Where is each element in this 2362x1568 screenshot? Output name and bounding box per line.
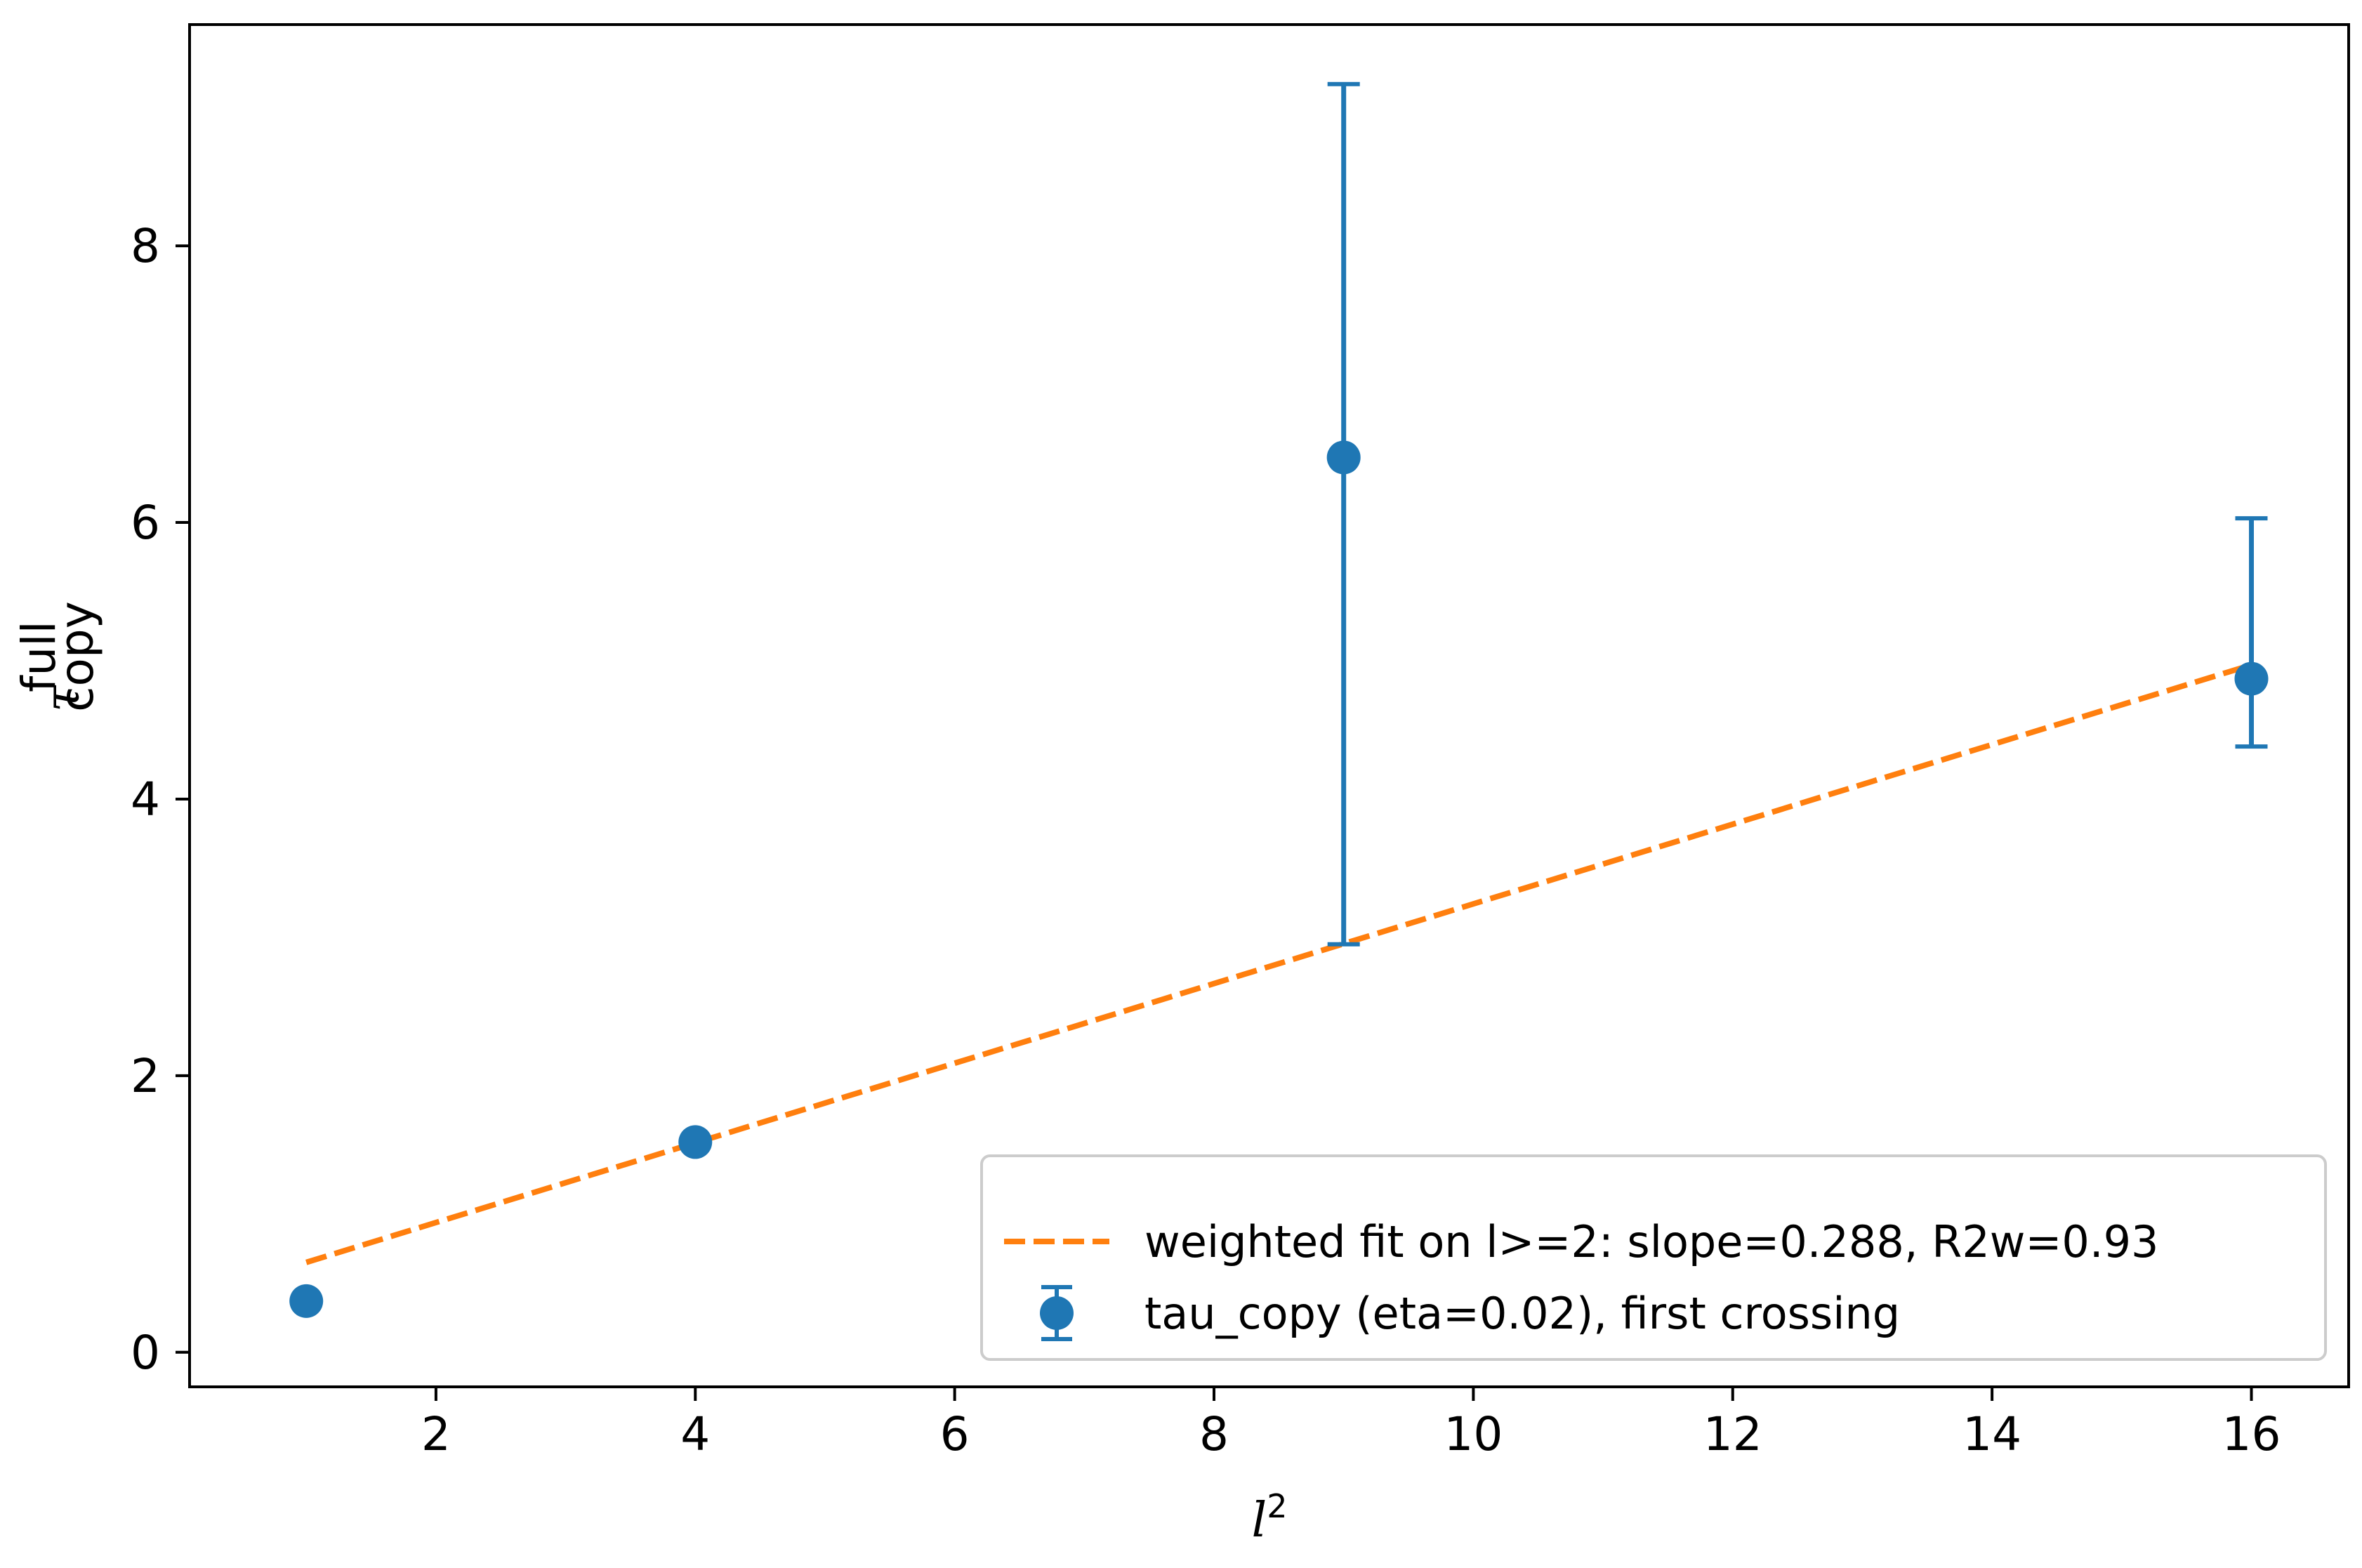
- x-axis-label-base: l: [1251, 1493, 1267, 1548]
- fit-line-layer: [305, 662, 2252, 1265]
- y-tick-label-0: 0: [131, 1326, 160, 1380]
- marker-2: [1326, 440, 1361, 475]
- x-tick-label-16: 16: [2222, 1407, 2281, 1461]
- svg-text:τ: τ: [35, 685, 91, 712]
- x-tick-label-6: 6: [940, 1407, 970, 1461]
- x-axis-label-sup: 2: [1267, 1487, 1287, 1525]
- y-tick-label-8: 8: [131, 219, 160, 273]
- y-tick-label-4: 4: [131, 772, 160, 826]
- legend-box: [980, 1154, 2327, 1361]
- axes: 2 4 6 8 10 12 14 16 0 2 4 6 8: [131, 23, 2350, 1461]
- marker-1: [678, 1125, 713, 1159]
- legend: weighted fit on l>=2: slope=0.288, R2w=0…: [980, 1154, 2327, 1361]
- legend-points-swatch: [1040, 1285, 1074, 1341]
- x-axis-label: l2: [1251, 1487, 1287, 1548]
- data-point-1: [678, 1125, 713, 1159]
- plot-frame: [188, 23, 2350, 1388]
- data-point-2: [1326, 81, 1361, 947]
- fit-line: [305, 662, 2252, 1265]
- x-tick-label-4: 4: [680, 1407, 710, 1461]
- x-tick-label-2: 2: [421, 1407, 451, 1461]
- y-tick-label-6: 6: [131, 496, 160, 550]
- y-axis-label-base: τ: [35, 685, 91, 712]
- x-tick-label-10: 10: [1444, 1407, 1503, 1461]
- data-point-3: [2234, 516, 2269, 749]
- y-axis-label-sup: full: [12, 621, 66, 692]
- legend-fit-label: weighted fit on l>=2: slope=0.288, R2w=0…: [1144, 1216, 2158, 1267]
- x-tick-label-14: 14: [1962, 1407, 2021, 1461]
- y-tick-label-2: 2: [131, 1049, 160, 1103]
- data-points-layer: [289, 81, 2269, 1318]
- data-point-0: [289, 1284, 324, 1318]
- x-tick-label-12: 12: [1703, 1407, 1762, 1461]
- legend-points-label: tau_copy (eta=0.02), first crossing: [1144, 1288, 1900, 1339]
- marker-3: [2234, 661, 2269, 696]
- marker-0: [289, 1284, 324, 1318]
- x-tick-label-8: 8: [1199, 1407, 1229, 1461]
- y-axis-label: τ full copy: [12, 601, 104, 712]
- y-axis-label-sub: copy: [50, 601, 104, 712]
